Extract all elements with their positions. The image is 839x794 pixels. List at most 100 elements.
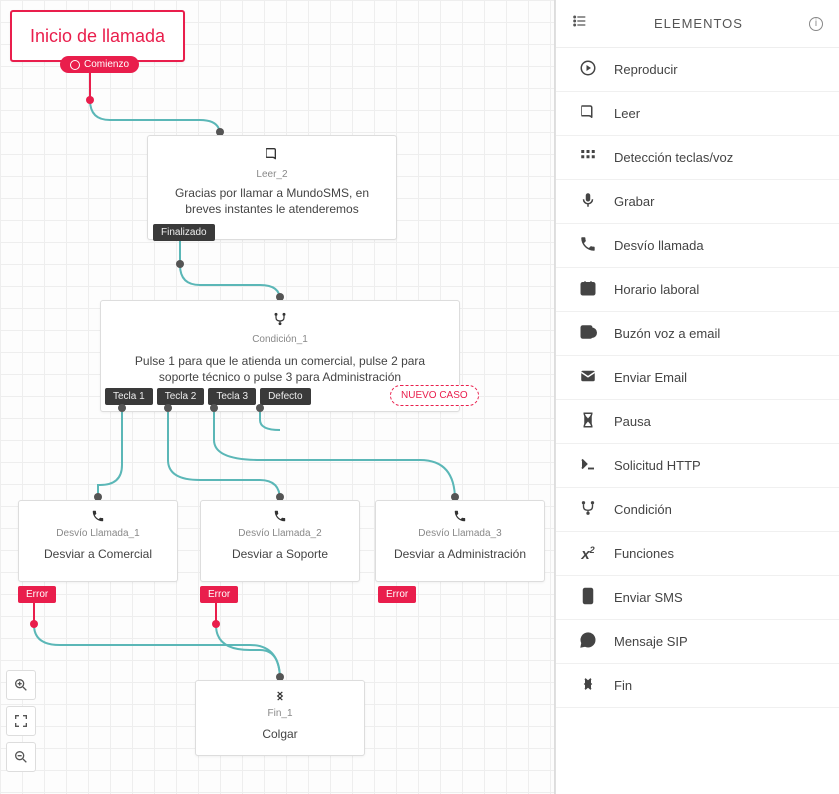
start-title: Inicio de llamada (30, 26, 165, 47)
panel-item-vm[interactable]: Buzón voz a email (556, 312, 839, 356)
panel-header: ELEMENTOS i (556, 0, 839, 48)
leer-text: Gracias por llamar a MundoSMS, en breves… (160, 186, 384, 217)
cal-icon (578, 279, 598, 301)
port[interactable] (176, 260, 184, 268)
panel-item-mic[interactable]: Grabar (556, 180, 839, 224)
panel-item-label: Solicitud HTTP (614, 458, 701, 473)
branch-icon (115, 311, 445, 332)
panel-item-label: Grabar (614, 194, 654, 209)
sms-icon (578, 587, 598, 609)
http-icon (578, 455, 598, 477)
panel-item-http[interactable]: Solicitud HTTP (556, 444, 839, 488)
zoom-out-button[interactable] (6, 742, 36, 772)
panel-item-label: Condición (614, 502, 672, 517)
grid-icon (578, 147, 598, 169)
end-icon (578, 675, 598, 697)
key-tag[interactable]: Tecla 2 (157, 388, 205, 405)
panel-item-play[interactable]: Reproducir (556, 48, 839, 92)
list-icon[interactable] (572, 13, 588, 34)
panel-item-label: Leer (614, 106, 640, 121)
start-out-label: Comienzo (84, 59, 129, 70)
desvio-2-name: Desvío Llamada_2 (209, 528, 351, 539)
panel-item-label: Buzón voz a email (614, 326, 720, 341)
panel-item-label: Horario laboral (614, 282, 699, 297)
desvio-1-text: Desviar a Comercial (27, 547, 169, 561)
panel-item-hour[interactable]: Pausa (556, 400, 839, 444)
panel-item-label: Funciones (614, 546, 674, 561)
start-node[interactable]: Inicio de llamada (10, 10, 185, 62)
port[interactable] (256, 404, 264, 412)
zoom-in-button[interactable] (6, 670, 36, 700)
key-tag[interactable]: Tecla 3 (208, 388, 256, 405)
desvio-1-name: Desvío Llamada_1 (27, 528, 169, 539)
port[interactable] (212, 620, 220, 628)
canvas-toolbar (6, 670, 36, 772)
panel-item-label: Mensaje SIP (614, 634, 688, 649)
error-tag[interactable]: Error (18, 586, 56, 603)
book-icon (160, 146, 384, 167)
panel-item-grid[interactable]: Detección teclas/voz (556, 136, 839, 180)
elements-panel: ELEMENTOS i Reproducir Leer Detección tecl… (555, 0, 839, 794)
panel-item-label: Detección teclas/voz (614, 150, 733, 165)
branch-icon (578, 499, 598, 521)
panel-item-label: Fin (614, 678, 632, 693)
phone-icon (27, 509, 169, 526)
cond-name: Condición_1 (115, 334, 445, 345)
panel-item-book[interactable]: Leer (556, 92, 839, 136)
info-icon[interactable]: i (809, 17, 823, 31)
cond-text: Pulse 1 para que le atienda un comercial… (115, 353, 445, 385)
book-icon (578, 103, 598, 125)
fx-icon: x2 (578, 545, 598, 563)
phone-icon (384, 509, 536, 526)
fin-name: Fin_1 (204, 708, 356, 719)
port[interactable] (86, 96, 94, 104)
panel-item-branch[interactable]: Condición (556, 488, 839, 532)
panel-item-label: Reproducir (614, 62, 678, 77)
desvio-3-text: Desviar a Administración (384, 547, 536, 561)
fin-text: Colgar (204, 727, 356, 741)
mic-icon (578, 191, 598, 213)
desvio-2-node[interactable]: Desvío Llamada_2 Desviar a Soporte (200, 500, 360, 582)
panel-item-label: Enviar Email (614, 370, 687, 385)
new-case-button[interactable]: NUEVO CASO (390, 385, 479, 406)
desvio-3-node[interactable]: Desvío Llamada_3 Desviar a Administració… (375, 500, 545, 582)
desvio-1-node[interactable]: Desvío Llamada_1 Desviar a Comercial (18, 500, 178, 582)
panel-item-mail[interactable]: Enviar Email (556, 356, 839, 400)
key-tag[interactable]: Defecto (260, 388, 310, 405)
leer-out-tag[interactable]: Finalizado (153, 224, 215, 241)
phone-icon (209, 509, 351, 526)
panel-title: ELEMENTOS (600, 16, 797, 31)
mail-icon (578, 367, 598, 389)
port[interactable] (30, 620, 38, 628)
error-tag[interactable]: Error (378, 586, 416, 603)
panel-item-label: Pausa (614, 414, 651, 429)
panel-item-label: Desvío llamada (614, 238, 704, 253)
vm-icon (578, 323, 598, 345)
error-tag[interactable]: Error (200, 586, 238, 603)
port[interactable] (164, 404, 172, 412)
panel-item-fx[interactable]: x2 Funciones (556, 532, 839, 576)
start-out-tag[interactable]: Comienzo (60, 56, 139, 73)
sip-icon (578, 631, 598, 653)
hour-icon (578, 411, 598, 433)
panel-item-sip[interactable]: Mensaje SIP (556, 620, 839, 664)
panel-item-cal[interactable]: Horario laboral (556, 268, 839, 312)
panel-item-phone[interactable]: Desvío llamada (556, 224, 839, 268)
panel-item-end[interactable]: Fin (556, 664, 839, 708)
leer-name: Leer_2 (160, 169, 384, 180)
desvio-3-name: Desvío Llamada_3 (384, 528, 536, 539)
fullscreen-button[interactable] (6, 706, 36, 736)
port[interactable] (118, 404, 126, 412)
panel-item-sms[interactable]: Enviar SMS (556, 576, 839, 620)
phone-icon (578, 235, 598, 257)
desvio-2-text: Desviar a Soporte (209, 547, 351, 561)
port[interactable] (210, 404, 218, 412)
panel-item-label: Enviar SMS (614, 590, 683, 605)
key-tag[interactable]: Tecla 1 (105, 388, 153, 405)
fin-node[interactable]: Fin_1 Colgar (195, 680, 365, 756)
flow-canvas[interactable]: Inicio de llamada Comienzo Leer_2 Gracia… (0, 0, 555, 794)
cond-key-tags: Tecla 1 Tecla 2 Tecla 3 Defecto (105, 388, 311, 405)
play-icon (578, 59, 598, 81)
leer-out-label: Finalizado (161, 227, 207, 238)
end-icon (204, 689, 356, 706)
